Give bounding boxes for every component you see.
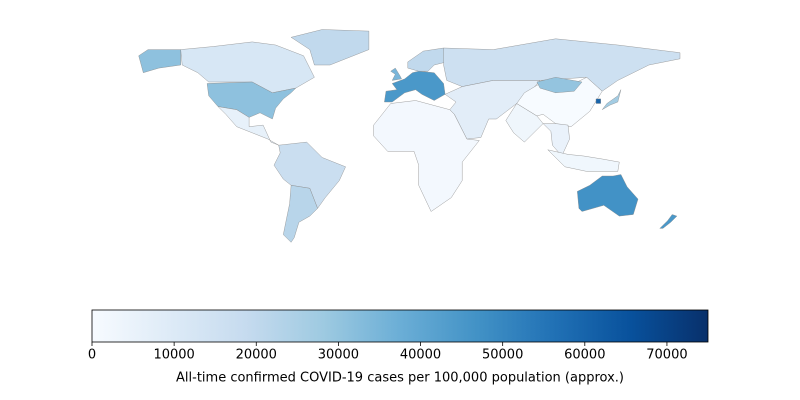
colorbar-tick-label: 20000 bbox=[236, 348, 277, 363]
colorbar-tick-label: 30000 bbox=[318, 348, 359, 363]
region bbox=[390, 67, 402, 81]
region bbox=[373, 100, 480, 212]
region bbox=[217, 106, 279, 146]
region bbox=[444, 80, 541, 140]
region bbox=[577, 174, 639, 217]
region bbox=[180, 41, 315, 94]
region bbox=[407, 47, 447, 72]
region bbox=[547, 149, 620, 172]
region bbox=[595, 98, 601, 104]
colorbar-tick-label: 60000 bbox=[564, 348, 605, 363]
region bbox=[542, 123, 570, 157]
colorbar-tick-label: 10000 bbox=[153, 348, 194, 363]
colorbar-tick-label: 70000 bbox=[646, 348, 687, 363]
colorbar-gradient bbox=[91, 309, 709, 343]
region bbox=[536, 77, 583, 94]
colorbar-tick-label: 50000 bbox=[482, 348, 523, 363]
region bbox=[138, 49, 181, 73]
region bbox=[659, 214, 678, 229]
region bbox=[384, 70, 446, 103]
colorbar-label: All-time confirmed COVID-19 cases per 10… bbox=[176, 371, 624, 386]
world-map bbox=[138, 29, 681, 243]
region bbox=[443, 38, 681, 92]
colorbar-tick-label: 0 bbox=[88, 348, 96, 363]
region bbox=[602, 89, 622, 110]
colorbar-tick-label: 40000 bbox=[400, 348, 441, 363]
colorbar: 0 10000 20000 30000 40000 50000 60000 70000 bbox=[88, 309, 709, 363]
region bbox=[283, 185, 318, 243]
region bbox=[290, 29, 370, 66]
